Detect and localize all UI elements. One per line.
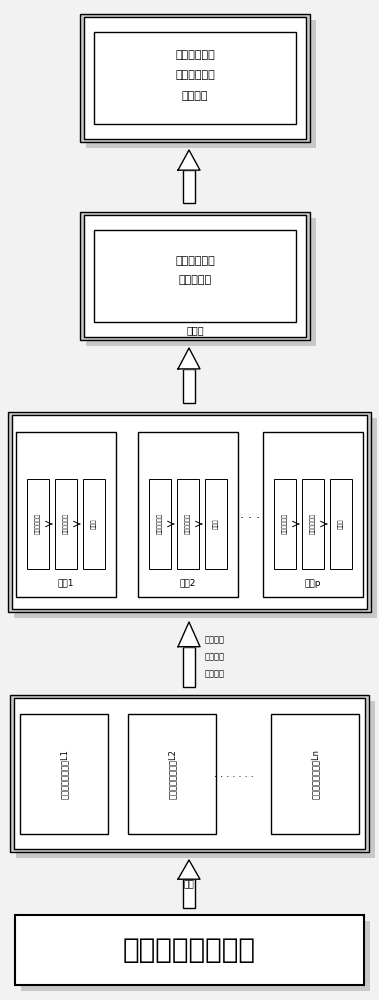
Bar	[274, 479, 296, 569]
Bar	[16, 432, 116, 597]
Bar	[20, 714, 108, 834]
Bar	[128, 714, 216, 834]
Text: 去元件: 去元件	[213, 519, 219, 529]
Bar	[80, 212, 310, 340]
Bar	[12, 415, 367, 609]
Polygon shape	[178, 150, 200, 170]
Bar	[149, 479, 171, 569]
Bar	[86, 218, 316, 346]
Bar	[27, 479, 49, 569]
Bar	[83, 479, 105, 569]
Bar	[80, 14, 310, 142]
Text: 最小项的选取: 最小项的选取	[157, 514, 163, 534]
Bar	[94, 32, 296, 124]
Bar	[271, 714, 359, 834]
Bar	[205, 479, 227, 569]
Polygon shape	[178, 622, 200, 647]
Text: 多输入输出优: 多输入输出优	[175, 256, 215, 266]
Bar	[14, 698, 365, 849]
Text: 图合: 图合	[183, 880, 194, 890]
Text: 多输入单输出逻辑L1: 多输入单输出逻辑L1	[60, 749, 69, 799]
Bar	[138, 432, 238, 597]
Bar	[8, 412, 371, 612]
Text: 平衡策略: 平衡策略	[205, 652, 225, 662]
Text: 多信输入输出逻辑: 多信输入输出逻辑	[123, 936, 256, 964]
Text: 最小项的选取: 最小项的选取	[282, 514, 288, 534]
Text: 结点p: 结点p	[305, 578, 321, 587]
Text: 行处理最优化: 行处理最优化	[175, 70, 215, 80]
Text: 主结点: 主结点	[186, 325, 204, 335]
Text: 结点2: 结点2	[180, 578, 196, 587]
Bar	[263, 432, 363, 597]
Text: 调度分配: 调度分配	[205, 636, 225, 645]
Text: 范围项的产生: 范围项的产生	[310, 514, 316, 534]
Bar	[21, 921, 370, 991]
Bar	[15, 915, 364, 985]
Polygon shape	[178, 860, 200, 879]
Text: 范围项的产生: 范围项的产生	[63, 514, 69, 534]
Text: 结点1: 结点1	[58, 578, 74, 587]
Bar	[84, 215, 306, 337]
Bar	[84, 17, 306, 139]
Bar	[16, 701, 375, 858]
Text: . . . . . . .: . . . . . . .	[214, 769, 254, 779]
Bar	[330, 479, 352, 569]
Text: 多输入单输出逻辑L2: 多输入单输出逻辑L2	[168, 749, 177, 799]
Text: 经测评估: 经测评估	[205, 670, 225, 678]
Polygon shape	[178, 348, 200, 369]
Text: 多输入输出并: 多输入输出并	[175, 50, 215, 60]
Bar	[302, 479, 324, 569]
Bar	[183, 647, 195, 687]
Bar	[14, 418, 377, 618]
Bar	[183, 170, 195, 203]
Bar	[55, 479, 77, 569]
Bar	[183, 879, 195, 908]
Text: 化结果元件: 化结果元件	[179, 275, 211, 285]
Bar	[177, 479, 199, 569]
Text: . . .: . . .	[241, 508, 260, 521]
Bar	[183, 369, 195, 403]
Text: 多输入单输出逻辑Ln: 多输入单输出逻辑Ln	[310, 749, 319, 799]
Bar	[86, 20, 316, 148]
Text: 去元件: 去元件	[338, 519, 344, 529]
Text: 去元件: 去元件	[91, 519, 97, 529]
Bar	[94, 230, 296, 322]
Bar	[10, 695, 369, 852]
Text: 结果输出: 结果输出	[182, 91, 208, 101]
Text: 范围项的产生: 范围项的产生	[185, 514, 191, 534]
Text: 最小项的选取: 最小项的选取	[35, 514, 41, 534]
